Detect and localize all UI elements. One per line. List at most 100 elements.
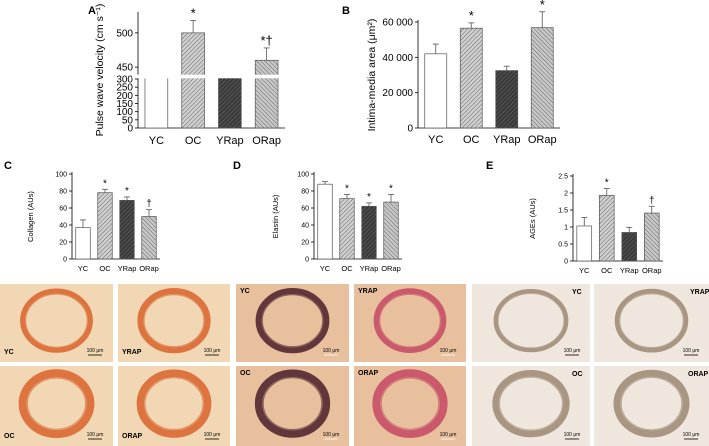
bar-orap [383,201,399,260]
y-tick-label: 50 [122,115,134,126]
x-tick-label: OC [601,266,613,275]
y-tick-label: 20 [301,239,309,246]
y-tick-label: 2.5 [558,173,568,180]
y-tick-label: 500 [116,28,133,39]
y-tick-label: 250 [116,83,133,94]
x-tick-label: YC [579,266,590,275]
bar-yrap [621,232,638,262]
x-tick-label: ORap [139,264,159,273]
significance-marker: * [367,192,371,203]
y-tick-label: 40 [59,222,67,229]
vessel-ring [18,369,95,439]
significance-marker: * [345,183,349,194]
vessel-lumen-edge [380,377,440,430]
tile-label: YC [240,288,250,295]
significance-marker: † [649,195,655,206]
histology-tile: YC 100 μm [472,284,590,362]
y-tick-label: 80 [59,188,67,195]
tile-label: ORAP [358,370,379,377]
histology-tile: OC 100 μm [0,366,113,446]
vessel-ring [493,289,569,353]
x-tick-label: YC [320,264,331,273]
x-tick-label: YRap [493,134,521,146]
vessel-ring [613,369,690,438]
histology-tile: YRAP 100 μm [118,284,230,362]
y-tick-label: 150 [116,99,133,110]
vessel-lumen-edge [620,376,683,431]
vessel-ring [255,288,330,354]
y-tick-label: 20 000 [382,88,413,99]
bar-yc [576,225,593,262]
tile-label: ORAP [122,433,143,440]
vessel-lumen-edge [497,292,565,349]
y-tick-label: 450 [116,63,133,74]
tile-label: OC [4,433,15,440]
chart-e-ages: 0 0.5 1 1.5 2 2.5 AGEs (AUs) YC OC * YRap ORap † [528,173,663,275]
bar-yrap [495,70,519,129]
tile-label: YC [4,349,14,356]
significance-marker: * [469,8,474,23]
vessel-lumen-edge [261,294,324,348]
y-tick-label: 300 [116,75,133,86]
y-tick-label: 1.5 [558,207,568,214]
histology-tile: ORAP 100 μm [354,366,466,446]
bar-yrap [119,200,135,260]
y-axis-label: Intima-media area (μm²) [366,19,378,132]
histology-tile: OC 100 μm [236,366,349,446]
bar-yrap [218,76,242,129]
x-tick-label: YRap [216,135,244,147]
tile-label: YRAP [358,288,378,295]
y-tick-label: 0 [127,124,133,135]
vessel-ring [372,369,448,439]
bar-oc [598,195,615,262]
bar-orap [643,212,660,262]
scale-bar-label: 100 μm [87,348,104,354]
vessel-lumen-edge [262,377,323,431]
significance-marker: * [389,183,393,194]
y-tick-label: 200 [116,91,133,102]
x-tick-label: YRap [118,264,137,273]
y-tick-label: 1 [564,224,568,231]
tile-label: YC [572,289,582,296]
bar-orap [530,27,554,129]
bar-oc [339,198,355,260]
y-tick-label: 80 [301,188,309,195]
bar-yc [317,183,333,260]
scale-bar-label: 100 μm [564,432,581,438]
scale-bar-label: 100 μm [323,348,340,354]
vessel-lumen-edge [498,376,564,431]
significance-marker: * [605,178,609,189]
y-tick-label: 0.5 [558,241,568,248]
significance-marker: * [540,0,545,12]
x-tick-label: OC [185,135,202,147]
vessel-ring [614,288,689,353]
histology-tile: YRAP 100 μm [354,284,466,362]
vessel-lumen-edge [143,294,205,348]
y-tick-label: 40 [301,222,309,229]
y-tick-label: 100 [116,107,133,118]
scale-bar-label: 100 μm [683,348,700,354]
panel-label-b: B [342,5,350,17]
vessel-lumen-edge [25,293,88,348]
y-tick-label: 40 000 [382,53,413,64]
scale-bar-label: 100 μm [204,432,221,438]
y-tick-label: 0 [564,258,568,265]
significance-marker: *† [260,33,272,48]
y-axis-label: AGEs (AUs) [528,198,537,239]
tile-label: YRAP [122,349,142,356]
scale-bar-label: 100 μm [323,432,340,438]
x-tick-label: YRap [620,266,639,275]
x-tick-label: ORap [642,266,662,275]
histology-tile: YC 100 μm [0,284,113,362]
x-tick-label: YRap [360,264,379,273]
y-tick-label: 0 [63,256,67,263]
vessel-lumen-edge [379,293,441,348]
histology-tile: OC 100 μm [472,366,590,446]
panel-label-d: D [233,160,241,172]
histology-tile: YC 100 μm [236,284,349,362]
tile-label: ORAP [688,371,709,378]
y-tick-label: 2 [564,190,568,197]
y-axis-label: Pulse wave velocity (cm s⁻¹) [94,4,106,137]
